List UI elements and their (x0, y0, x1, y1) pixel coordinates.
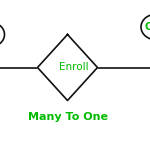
Text: C: C (145, 22, 150, 32)
Text: Enroll: Enroll (59, 63, 88, 72)
Ellipse shape (0, 22, 4, 46)
Polygon shape (38, 34, 98, 101)
Ellipse shape (141, 14, 150, 40)
Text: Many To One: Many To One (27, 112, 108, 122)
